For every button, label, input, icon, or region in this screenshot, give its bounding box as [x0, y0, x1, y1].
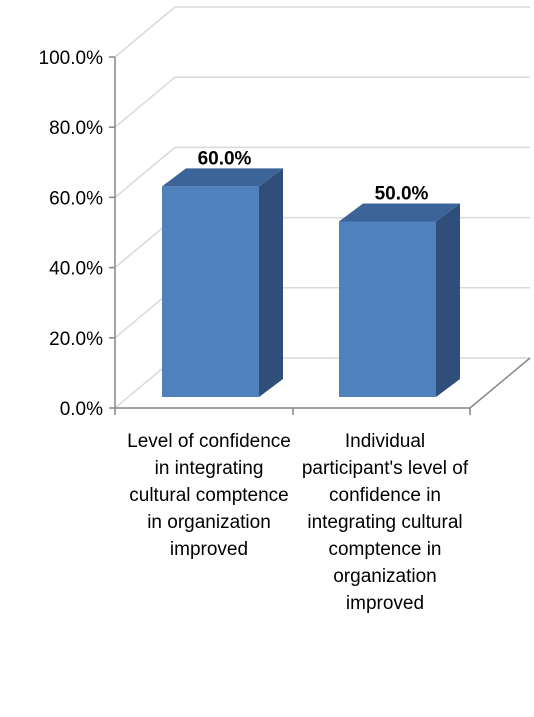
bars [162, 168, 460, 397]
data-label-1: 60.0% [198, 148, 252, 169]
bar-2 [339, 203, 460, 397]
bar-side-face [436, 203, 460, 397]
gridline [114, 6, 530, 58]
x-axis-category-label-2: Individual participant's level of confid… [301, 431, 469, 614]
y-tick-label: 0.0% [60, 399, 103, 420]
y-tick-label: 20.0% [49, 329, 103, 350]
bar-side-face [259, 168, 283, 397]
y-tick-label: 80.0% [49, 118, 103, 139]
bar-top-face [162, 168, 283, 187]
gridline [114, 76, 530, 128]
bar-1 [162, 168, 283, 397]
gridline [114, 146, 530, 198]
bar-top-face [339, 203, 460, 222]
data-label-2: 50.0% [375, 184, 429, 205]
x-axis-category-label-1: Level of confidence in integrating cultu… [127, 431, 291, 560]
y-tick-label: 40.0% [49, 259, 103, 280]
bar-front-face [339, 221, 436, 397]
bar-front-face [162, 186, 259, 397]
y-axis-tick-labels: 0.0% 20.0% 40.0% 60.0% 80.0% 100.0% [39, 48, 104, 420]
y-tick-label: 100.0% [39, 48, 104, 69]
y-tick-label: 60.0% [49, 188, 103, 209]
data-labels: 60.0% 50.0% [198, 148, 429, 204]
axes [109, 56, 531, 415]
